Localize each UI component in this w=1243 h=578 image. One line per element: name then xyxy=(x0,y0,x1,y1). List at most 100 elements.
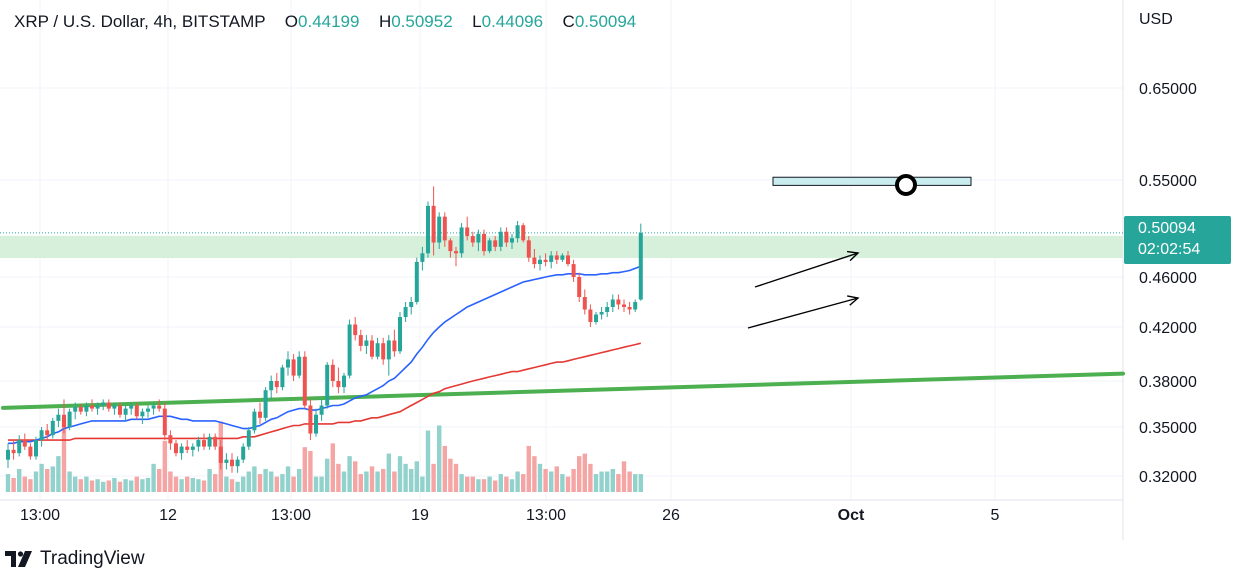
candle xyxy=(112,402,117,415)
candle xyxy=(571,259,576,282)
candle xyxy=(532,248,537,269)
volume-bar xyxy=(442,445,447,492)
volume-bar xyxy=(633,474,638,492)
candle-body xyxy=(140,411,145,417)
candle xyxy=(482,229,486,256)
time-axis[interactable]: 13:00 12 13:00 19 13:00 26 Oct 5 xyxy=(20,507,1000,524)
drawings xyxy=(747,174,972,329)
volume-bar xyxy=(78,479,83,492)
volume-bar xyxy=(605,471,610,492)
price-axis[interactable]: 0.32000 0.35000 0.38000 0.42000 0.46000 0.550… xyxy=(1139,81,1197,486)
volume-bar xyxy=(302,447,307,492)
tradingview-logo[interactable]: TradingView xyxy=(4,548,145,570)
candle-body xyxy=(347,324,352,376)
last-price-tag: 0.50094 02:02:54 xyxy=(1124,216,1231,264)
candle-body xyxy=(22,440,27,447)
candlesticks xyxy=(6,186,643,473)
target-box xyxy=(772,176,972,186)
open-label: O xyxy=(284,12,299,31)
candle xyxy=(297,351,302,379)
time-tick-label: Oct xyxy=(838,507,865,524)
candle-body xyxy=(622,304,626,307)
volume-bar xyxy=(571,468,576,492)
candle xyxy=(73,402,78,420)
volume-bar xyxy=(392,471,397,492)
candle-body xyxy=(241,446,246,460)
candle-body xyxy=(582,297,587,310)
candle-body xyxy=(414,261,419,302)
volume-bar xyxy=(509,479,515,492)
candle xyxy=(599,307,604,320)
volume-bar xyxy=(33,471,39,492)
candle-body xyxy=(34,440,38,457)
candle xyxy=(106,399,111,412)
candle-body xyxy=(442,216,447,241)
time-tick-label: 13:00 xyxy=(526,507,566,524)
volume-bar xyxy=(313,476,319,492)
volume-bar xyxy=(157,468,162,492)
bar-countdown: 02:02:54 xyxy=(1138,241,1201,258)
volume-bar xyxy=(341,471,347,492)
price-tick-label: 0.35000 xyxy=(1139,420,1197,437)
candle-body xyxy=(308,405,313,434)
candle xyxy=(353,317,358,341)
candle-body xyxy=(526,240,531,258)
volume-bar xyxy=(577,456,582,492)
candle xyxy=(34,436,38,460)
candle xyxy=(308,399,313,441)
high-label: H xyxy=(378,12,392,31)
candle xyxy=(84,402,89,417)
candle-body xyxy=(470,236,475,243)
volume-bar xyxy=(431,463,436,492)
candle xyxy=(336,367,341,394)
time-tick-label: 19 xyxy=(411,507,429,524)
volume-bar xyxy=(95,479,100,492)
candle-body xyxy=(566,255,570,265)
candle xyxy=(140,408,145,424)
candle xyxy=(381,337,386,365)
candle xyxy=(605,302,610,317)
candle-body xyxy=(174,443,178,454)
candle xyxy=(11,440,16,460)
candle xyxy=(241,443,246,463)
candle xyxy=(45,423,50,441)
candle-body xyxy=(118,405,122,415)
volume-bar xyxy=(285,466,291,492)
candle xyxy=(263,387,268,421)
volume-bar xyxy=(353,461,358,492)
candle xyxy=(280,364,285,391)
candle-body xyxy=(202,440,206,447)
candle-body xyxy=(286,359,290,368)
candle-body xyxy=(84,405,89,412)
volume-bar xyxy=(347,456,352,492)
candle-body xyxy=(342,375,346,388)
currency-label[interactable]: USD xyxy=(1139,11,1173,28)
volume-bar xyxy=(280,474,285,492)
candle-body xyxy=(62,414,66,427)
candle-body xyxy=(605,307,610,312)
volume-bar xyxy=(381,468,386,492)
candle-body xyxy=(11,449,16,454)
price-tick-label: 0.32000 xyxy=(1139,469,1197,486)
moving-average-fast xyxy=(8,265,642,445)
volume-bar xyxy=(129,480,134,492)
candle-body xyxy=(487,240,492,252)
volume-bar xyxy=(459,474,464,492)
candle xyxy=(442,212,447,247)
volume-bar xyxy=(151,463,156,492)
price-tick-label: 0.55000 xyxy=(1139,173,1197,190)
candle-body xyxy=(314,414,318,434)
candle xyxy=(39,427,44,447)
volume-bar xyxy=(50,466,55,492)
candle xyxy=(487,238,492,254)
candle xyxy=(515,220,520,243)
volume-bar xyxy=(560,474,565,492)
volume-bar xyxy=(11,477,16,492)
candle xyxy=(17,435,22,457)
candle-body xyxy=(56,414,61,421)
candle xyxy=(526,236,531,262)
candle-body xyxy=(398,317,402,352)
candle xyxy=(62,399,66,434)
volume-bar xyxy=(616,474,621,492)
